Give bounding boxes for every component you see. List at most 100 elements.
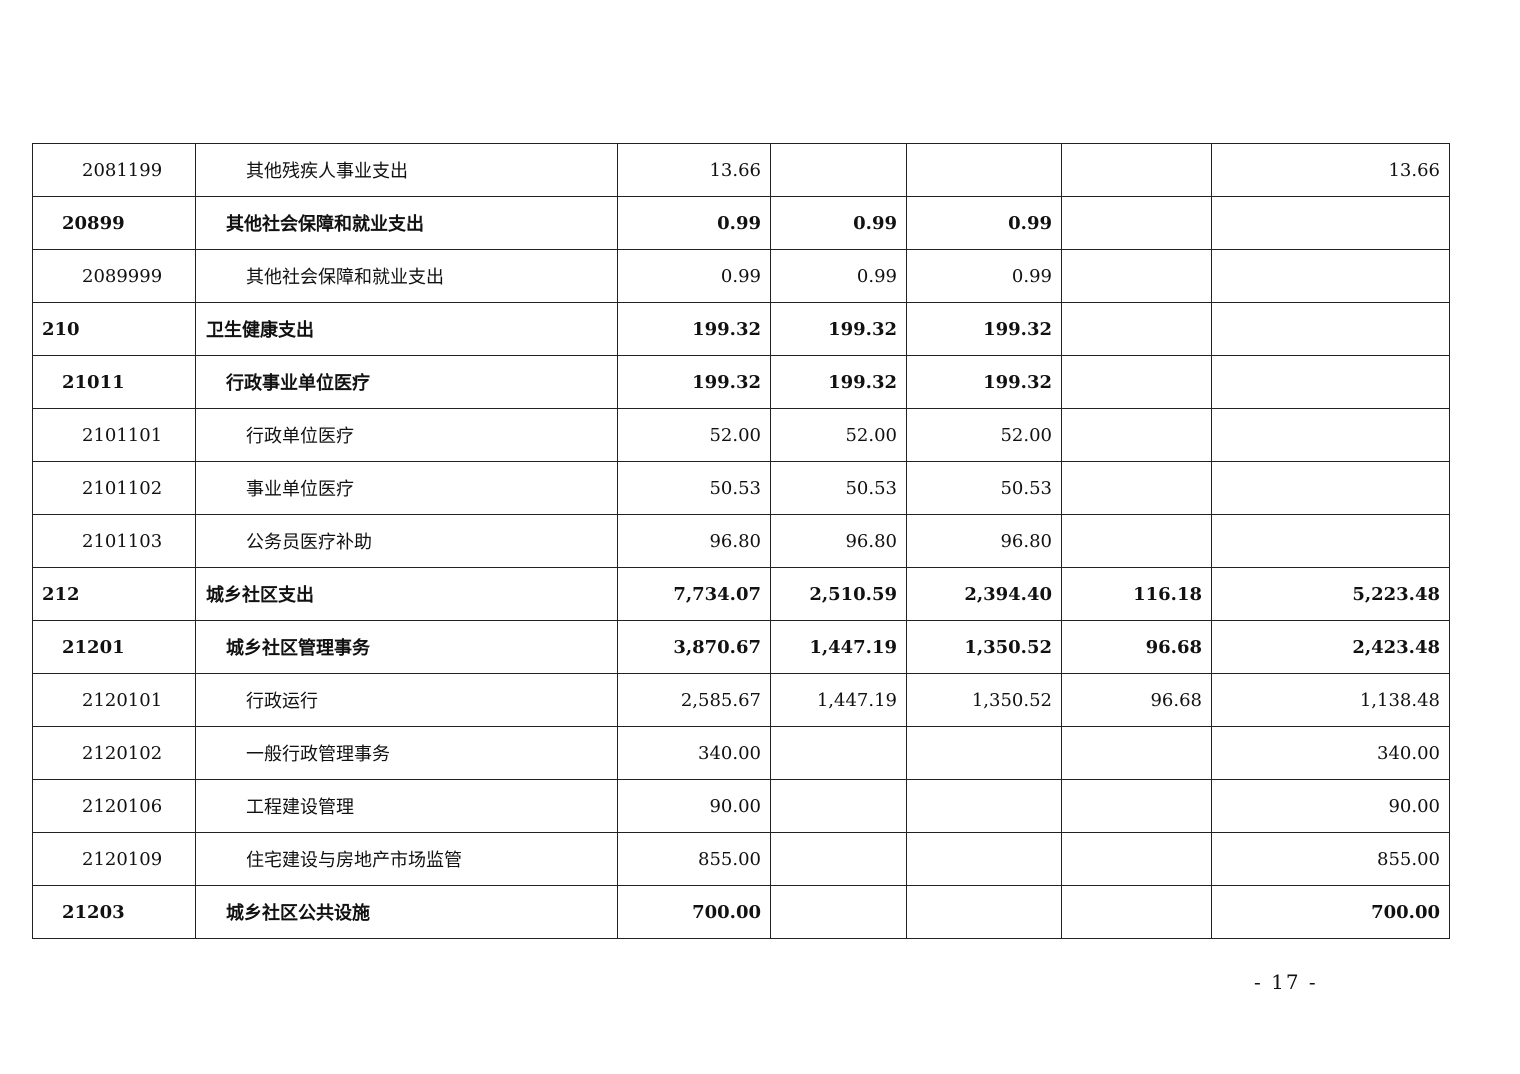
amount-cell: 116.18 [1061, 567, 1212, 621]
amount-cell: 199.32 [617, 355, 771, 409]
subject-code: 21011 [32, 355, 196, 409]
amount-cell [770, 885, 907, 939]
table-body: 2081199 其他残疾人事业支出 13.66 13.66 20899 其他社会保障和就业… [32, 143, 1450, 939]
amount-cell [1211, 196, 1450, 250]
subject-code: 2120101 [32, 673, 196, 727]
amount-cell [770, 832, 907, 886]
amount-cell: 1,350.52 [906, 620, 1062, 674]
amount-cell: 13.66 [1211, 143, 1450, 197]
subject-name: 行政事业单位医疗 [195, 355, 618, 409]
subject-name: 城乡社区支出 [195, 567, 618, 621]
budget-table: 2081199 其他残疾人事业支出 13.66 13.66 20899 其他社会保障和就业… [32, 143, 1450, 939]
subject-code: 2101101 [32, 408, 196, 462]
amount-cell [906, 143, 1062, 197]
amount-cell: 96.80 [906, 514, 1062, 568]
subject-name: 其他社会保障和就业支出 [195, 249, 618, 303]
amount-cell: 96.68 [1061, 620, 1212, 674]
amount-cell: 3,870.67 [617, 620, 771, 674]
subject-code: 2120102 [32, 726, 196, 780]
table-row: 21203 城乡社区公共设施 700.00 700.00 [32, 885, 1450, 939]
table-row: 2081199 其他残疾人事业支出 13.66 13.66 [32, 143, 1450, 197]
table-row: 21011 行政事业单位医疗 199.32 199.32 199.32 [32, 355, 1450, 409]
subject-name: 城乡社区公共设施 [195, 885, 618, 939]
amount-cell [1061, 196, 1212, 250]
amount-cell [906, 779, 1062, 833]
amount-cell: 855.00 [617, 832, 771, 886]
subject-code: 2120106 [32, 779, 196, 833]
amount-cell: 7,734.07 [617, 567, 771, 621]
subject-name: 其他社会保障和就业支出 [195, 196, 618, 250]
amount-cell [1061, 726, 1212, 780]
subject-code: 210 [32, 302, 196, 356]
table-row: 20899 其他社会保障和就业支出 0.99 0.99 0.99 [32, 196, 1450, 250]
amount-cell: 0.99 [770, 196, 907, 250]
amount-cell [906, 726, 1062, 780]
amount-cell: 50.53 [906, 461, 1062, 515]
amount-cell [1061, 408, 1212, 462]
amount-cell: 2,394.40 [906, 567, 1062, 621]
amount-cell [1061, 779, 1212, 833]
amount-cell: 96.80 [617, 514, 771, 568]
amount-cell: 0.99 [770, 249, 907, 303]
amount-cell: 0.99 [906, 196, 1062, 250]
table-row: 210 卫生健康支出 199.32 199.32 199.32 [32, 302, 1450, 356]
amount-cell: 199.32 [770, 302, 907, 356]
amount-cell: 5,223.48 [1211, 567, 1450, 621]
amount-cell [1061, 355, 1212, 409]
table-row: 2101102 事业单位医疗 50.53 50.53 50.53 [32, 461, 1450, 515]
amount-cell [770, 779, 907, 833]
amount-cell: 90.00 [1211, 779, 1450, 833]
subject-code: 21201 [32, 620, 196, 674]
amount-cell: 0.99 [617, 249, 771, 303]
amount-cell: 50.53 [770, 461, 907, 515]
amount-cell [1061, 461, 1212, 515]
page-number: - 17 - [1254, 970, 1318, 994]
amount-cell: 96.80 [770, 514, 907, 568]
amount-cell: 1,350.52 [906, 673, 1062, 727]
amount-cell: 199.32 [906, 302, 1062, 356]
amount-cell: 90.00 [617, 779, 771, 833]
amount-cell: 13.66 [617, 143, 771, 197]
subject-name: 住宅建设与房地产市场监管 [195, 832, 618, 886]
table-row: 2120109 住宅建设与房地产市场监管 855.00 855.00 [32, 832, 1450, 886]
amount-cell [1061, 885, 1212, 939]
amount-cell [770, 726, 907, 780]
amount-cell: 340.00 [617, 726, 771, 780]
subject-name: 公务员医疗补助 [195, 514, 618, 568]
amount-cell [1211, 514, 1450, 568]
subject-code: 212 [32, 567, 196, 621]
amount-cell [1211, 249, 1450, 303]
subject-name: 行政单位医疗 [195, 408, 618, 462]
amount-cell: 52.00 [617, 408, 771, 462]
subject-name: 事业单位医疗 [195, 461, 618, 515]
amount-cell [906, 885, 1062, 939]
table-row: 2101101 行政单位医疗 52.00 52.00 52.00 [32, 408, 1450, 462]
amount-cell [906, 832, 1062, 886]
subject-name: 一般行政管理事务 [195, 726, 618, 780]
subject-code: 20899 [32, 196, 196, 250]
subject-name: 工程建设管理 [195, 779, 618, 833]
table-row: 2120106 工程建设管理 90.00 90.00 [32, 779, 1450, 833]
subject-code: 2081199 [32, 143, 196, 197]
subject-name: 城乡社区管理事务 [195, 620, 618, 674]
amount-cell: 1,138.48 [1211, 673, 1450, 727]
table-row: 2120101 行政运行 2,585.67 1,447.19 1,350.52 96.68… [32, 673, 1450, 727]
amount-cell [1211, 461, 1450, 515]
amount-cell: 700.00 [1211, 885, 1450, 939]
amount-cell [1061, 514, 1212, 568]
amount-cell: 52.00 [770, 408, 907, 462]
subject-name: 其他残疾人事业支出 [195, 143, 618, 197]
table-row: 2101103 公务员医疗补助 96.80 96.80 96.80 [32, 514, 1450, 568]
amount-cell: 52.00 [906, 408, 1062, 462]
amount-cell [770, 143, 907, 197]
subject-code: 2089999 [32, 249, 196, 303]
amount-cell [1061, 302, 1212, 356]
amount-cell: 2,423.48 [1211, 620, 1450, 674]
subject-name: 行政运行 [195, 673, 618, 727]
amount-cell: 2,510.59 [770, 567, 907, 621]
amount-cell: 0.99 [617, 196, 771, 250]
amount-cell: 855.00 [1211, 832, 1450, 886]
amount-cell: 0.99 [906, 249, 1062, 303]
table-row: 212 城乡社区支出 7,734.07 2,510.59 2,394.40 116.18 5… [32, 567, 1450, 621]
amount-cell [1061, 143, 1212, 197]
